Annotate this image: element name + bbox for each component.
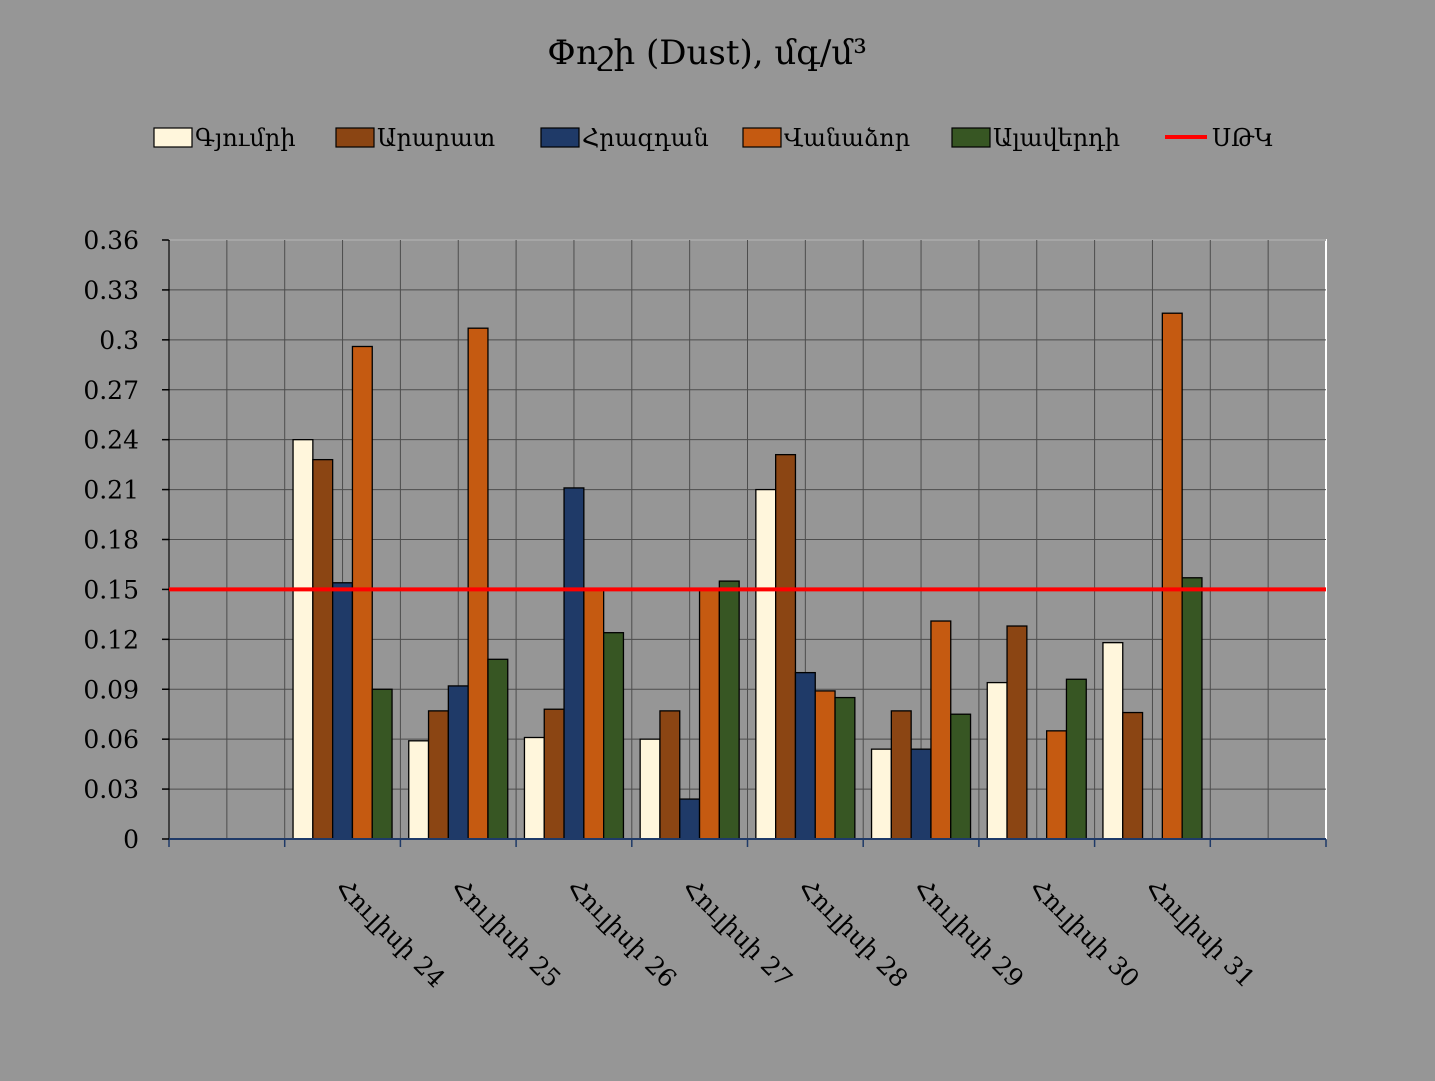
- y-axis-ticks: 0 0.03 0.06 0.09 0.12 0.15 0.18 0.21 0.24 0.27 0.3…: [83, 226, 139, 854]
- y-tick-label: 0.06: [83, 725, 139, 754]
- bar: [639, 738, 661, 840]
- x-tick-label: Հուլիսի 28: [793, 873, 914, 994]
- legend-swatch: [153, 127, 193, 148]
- legend-label: Վանաձոր: [784, 124, 910, 152]
- bar: [930, 620, 952, 840]
- y-tick-label: 0.03: [83, 775, 139, 804]
- bar: [659, 710, 681, 840]
- bar: [775, 453, 797, 840]
- legend-label: Գյումրի: [195, 124, 296, 152]
- legend-label: ՍԹԿ: [1212, 124, 1274, 152]
- bar: [1181, 577, 1203, 840]
- bar: [487, 658, 509, 840]
- bar: [583, 588, 605, 840]
- bar: [563, 487, 585, 840]
- bar: [890, 710, 912, 840]
- legend-label: Հրազդան: [582, 124, 709, 152]
- bar: [1065, 678, 1087, 840]
- y-tick-label: 0.18: [83, 526, 139, 555]
- legend-swatch: [540, 127, 580, 148]
- bar: [371, 688, 393, 840]
- bar: [794, 671, 816, 840]
- bar: [1102, 642, 1124, 840]
- chart-title: Փոշի (Dust), մգ/մ³: [547, 33, 867, 73]
- y-tick-label: 0.21: [83, 476, 139, 505]
- bar: [679, 798, 701, 840]
- x-tick-label: Հուլիսի 24: [330, 873, 451, 994]
- x-tick-label: Հուլիսի 30: [1025, 873, 1146, 994]
- bar: [312, 458, 334, 840]
- y-tick-label: 0.27: [83, 376, 139, 405]
- bar: [870, 748, 892, 840]
- y-tick-label: 0.33: [83, 276, 139, 305]
- bar: [1006, 625, 1028, 840]
- bar: [698, 588, 720, 840]
- bar: [950, 713, 972, 840]
- bar: [408, 740, 430, 840]
- legend-label: Ալավերդի: [993, 124, 1120, 152]
- bar: [834, 696, 856, 840]
- y-tick-label: 0.24: [83, 426, 139, 455]
- bar: [1046, 730, 1068, 840]
- bar: [427, 710, 449, 840]
- axes: [162, 239, 1327, 847]
- bar: [755, 488, 777, 840]
- x-tick-label: Հուլիսի 27: [677, 873, 798, 994]
- y-tick-label: 0.3: [99, 326, 139, 355]
- bar: [603, 632, 625, 840]
- bar: [292, 439, 314, 840]
- legend-swatch: [951, 127, 991, 148]
- bar: [447, 685, 469, 840]
- bar: [523, 736, 545, 840]
- x-tick-label: Հուլիսի 31: [1140, 873, 1261, 994]
- bar: [467, 327, 489, 840]
- y-tick-label: 0.15: [83, 575, 139, 604]
- bar: [986, 681, 1008, 840]
- bar: [543, 708, 565, 840]
- legend-label: Արարատ: [377, 124, 495, 152]
- bar: [910, 748, 932, 840]
- bar: [351, 345, 373, 840]
- bar: [718, 580, 740, 840]
- bar-groups: [292, 312, 1203, 840]
- x-tick-label: Հուլիսի 25: [446, 873, 567, 994]
- bar: [331, 582, 354, 840]
- bar: [1122, 711, 1144, 840]
- legend-swatch: [335, 127, 375, 148]
- x-tick-label: Հուլիսի 29: [909, 873, 1030, 994]
- y-tick-label: 0.36: [83, 226, 139, 255]
- y-tick-label: 0.09: [83, 675, 139, 704]
- y-tick-label: 0: [123, 825, 139, 854]
- bar: [814, 690, 836, 840]
- y-tick-label: 0.12: [83, 625, 139, 654]
- bar: [1161, 312, 1183, 840]
- x-tick-label: Հուլիսի 26: [562, 873, 683, 994]
- chart-legend: Գյումրի Արարատ Հրազդան Վանաձոր Ալավերդի ՍԹԿ: [153, 124, 1274, 152]
- legend-swatch: [742, 127, 782, 148]
